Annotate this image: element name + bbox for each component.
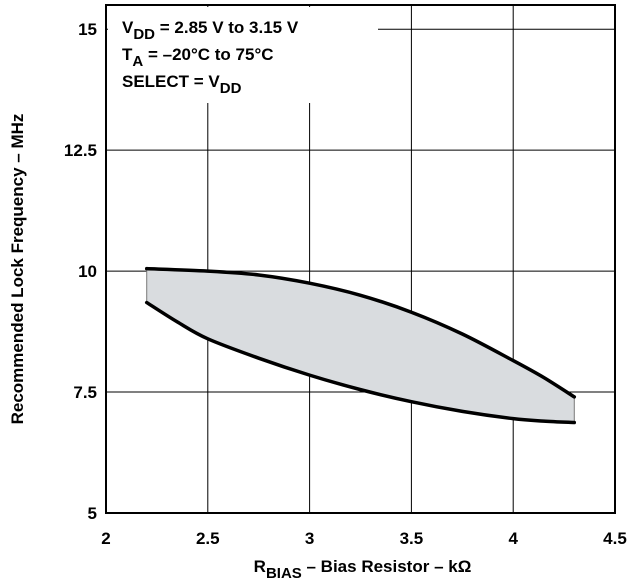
annotation-line: VDD = 2.85 V to 3.15 V [122,18,299,43]
y-tick-label: 5 [88,504,97,523]
annotations: VDD = 2.85 V to 3.15 VTA = –20°C to 75°C… [122,18,299,97]
x-tick-label: 3 [305,529,314,548]
y-tick-labels: 5 7.5 10 12.5 15 [64,20,97,523]
annotation-line: SELECT = VDD [122,72,242,97]
plot-frame [105,4,616,514]
frequency-band [144,266,577,425]
x-tick-label: 4.5 [603,529,627,548]
band-fill [146,268,575,423]
y-tick-label: 10 [78,262,97,281]
annotation-box [108,7,378,103]
x-tick-label: 2.5 [196,529,220,548]
y-tick-label: 7.5 [73,383,97,402]
y-tick-label: 15 [78,20,97,39]
series-line-lower [144,300,577,425]
series-line-upper [144,266,577,399]
x-tick-labels: 2 2.5 3 3.5 4 4.5 [101,529,627,548]
y-tick-label: 12.5 [64,141,97,160]
x-axis-title: RBIAS – Bias Resistor – kΩ [254,557,472,581]
x-tick-label: 2 [101,529,110,548]
x-tick-label: 3.5 [400,529,424,548]
x-tick-label: 4 [508,529,518,548]
y-axis-title: Recommended Lock Frequency – MHz [8,114,27,425]
annotation-line: TA = –20°C to 75°C [122,45,274,70]
annotation-background [108,7,378,103]
